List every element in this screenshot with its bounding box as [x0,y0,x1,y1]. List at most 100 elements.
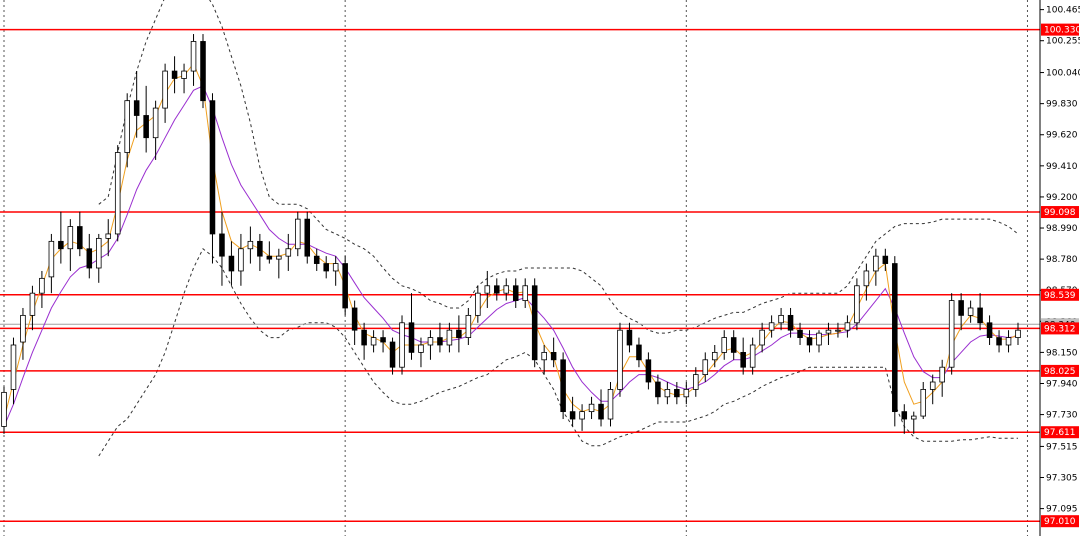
candle-body [882,255,889,264]
candle-body [977,307,983,324]
candle [910,411,917,434]
candle [607,382,614,427]
candle [560,352,566,420]
price-tick-label: 98.990 [1046,224,1078,234]
candle [598,389,604,427]
candle-body [257,240,263,257]
candle-body [408,322,415,353]
candle-body [114,152,121,235]
level-label-bg [1041,322,1079,335]
candle-body [427,337,434,346]
level-label: 97.611 [1041,426,1079,439]
candle-body [351,307,358,331]
candle-body [645,359,652,383]
candle-body [437,337,443,346]
candle-body [702,359,709,376]
candle-body [854,285,860,324]
level-label-text: 97.010 [1044,517,1076,527]
candle [579,404,585,431]
price-tick-label: 99.410 [1046,162,1078,172]
candle-body [503,285,510,294]
candle-body [181,70,187,79]
level-label: 98.539 [1041,288,1079,301]
candle-body [361,329,367,346]
candle-body [835,329,841,332]
candle-body [683,389,690,398]
candle-body [228,255,235,272]
candle [683,382,690,405]
candle-body [48,240,55,278]
candle-body [996,337,1002,346]
candle-body [541,351,547,361]
candle [768,315,775,338]
candle [361,322,367,360]
candle-body [816,332,822,346]
level-label-bg [1041,426,1079,439]
candle [939,359,945,397]
candle [702,352,709,383]
candle [48,233,55,294]
candle [152,100,159,160]
price-tick-label: 98.780 [1046,255,1078,265]
candle-body [806,337,813,346]
level-label-text: 97.611 [1044,428,1076,438]
candle [929,374,936,405]
candle-body [238,248,244,272]
candle [418,337,424,368]
candle-body [418,344,424,353]
candle-body [759,329,765,346]
candle [427,330,434,360]
candle-body [209,100,216,235]
candle-body [389,341,396,368]
candle-body [711,351,718,361]
level-label-text: 100.330 [1044,26,1080,36]
candle [797,322,803,345]
candle-body [67,226,74,250]
candle-body [825,329,832,334]
price-tick-label: 97.515 [1046,442,1078,452]
candle-body [730,337,737,353]
candle-body [58,240,64,250]
candle-body [399,322,405,368]
candle-body [901,411,908,420]
candle [522,278,528,308]
candle-body [787,314,794,331]
candle [721,330,727,360]
candle-body [304,218,311,257]
candle-body [105,233,112,239]
candle [787,307,794,338]
candle-body [863,270,870,287]
candle-body [655,381,661,398]
candle-body [1015,329,1021,338]
candle [143,85,149,153]
candle [730,330,737,360]
candle [835,322,841,338]
candle-body [892,263,898,413]
candle [10,337,17,405]
candle-body [560,359,566,413]
candle [389,337,396,375]
candle-body [693,374,699,390]
candle [844,315,851,338]
price-tick-label: 97.730 [1046,411,1078,421]
candle-body [380,337,386,343]
candle [342,256,348,316]
candle [693,367,699,397]
candle-body [285,248,292,257]
candle-body [219,233,225,257]
candle [380,330,386,353]
candle [247,226,254,264]
candle [77,211,83,257]
candle [475,285,481,323]
candle-body [86,248,93,269]
candle-body [740,351,746,368]
level-label-bg [1041,515,1079,528]
candle-body [873,255,879,272]
price-tick-label: 97.305 [1046,474,1078,484]
candle-body [124,100,130,153]
candle [854,278,860,331]
level-label: 98.025 [1041,364,1079,377]
candle [313,248,320,271]
candle [1,386,7,434]
candle [190,34,197,86]
